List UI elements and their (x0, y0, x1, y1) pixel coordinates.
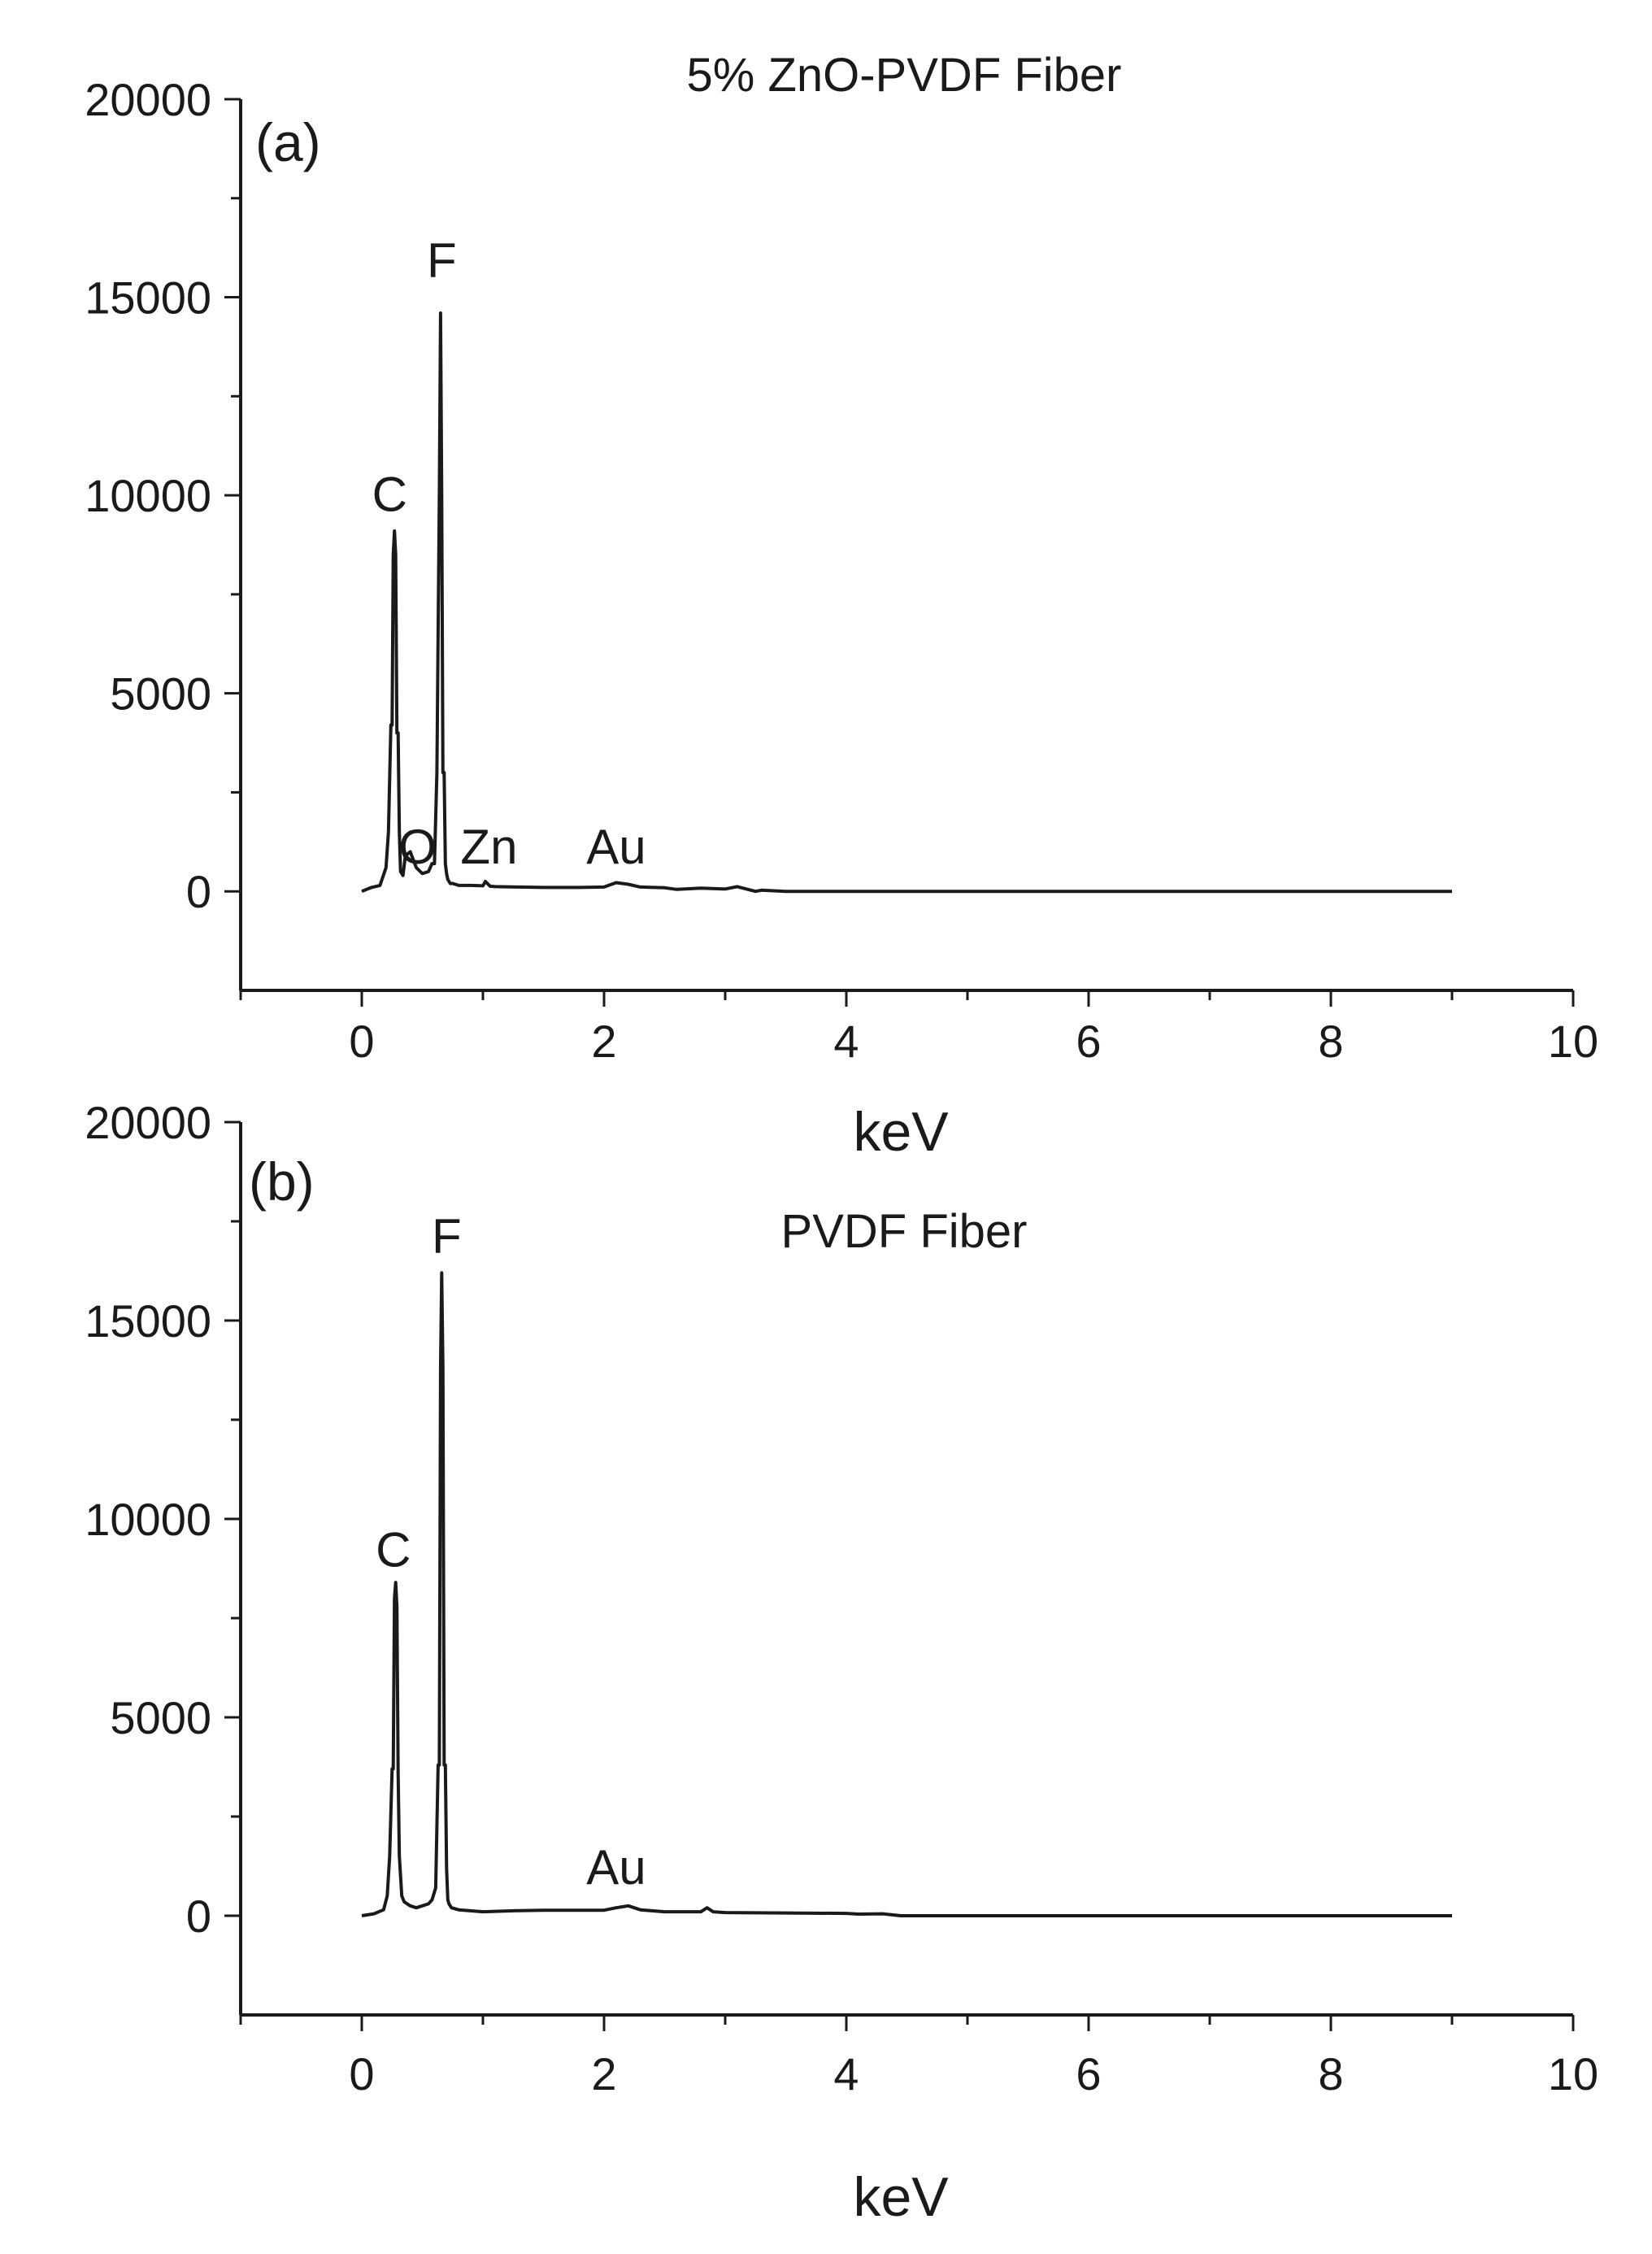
peak-label-zn: Zn (460, 820, 517, 874)
x-tick-label: 2 (591, 2048, 616, 2100)
y-tick-label: 20000 (85, 1097, 211, 1148)
y-tick-label: 5000 (110, 1692, 211, 1743)
x-axis-label: keV (853, 2166, 949, 2228)
spectrum-line (361, 1271, 1452, 1917)
x-axis-label: keV (853, 1101, 949, 1163)
x-tick-label: 8 (1318, 2048, 1343, 2100)
y-tick-label: 10000 (85, 1494, 211, 1545)
spectrum-line (361, 311, 1452, 894)
y-tick-label: 15000 (85, 1295, 211, 1347)
x-tick-label: 2 (591, 1016, 616, 1067)
panel-label: (a) (255, 112, 321, 172)
chart-title: PVDF Fiber (781, 1205, 1028, 1258)
x-tick-label: 10 (1548, 2048, 1598, 2100)
x-tick-label: 6 (1076, 1016, 1101, 1067)
peak-label-f: F (427, 233, 457, 288)
x-tick-label: 8 (1318, 1016, 1343, 1067)
peak-label-c: C (372, 468, 407, 522)
x-tick-label: 0 (349, 2048, 374, 2100)
y-tick-label: 15000 (85, 272, 211, 324)
x-tick-label: 10 (1548, 1016, 1598, 1067)
x-tick-label: 4 (833, 1016, 859, 1067)
y-tick-label: 0 (186, 866, 211, 917)
peak-label-o: O (398, 820, 437, 874)
peak-label-au: Au (586, 820, 646, 874)
peak-label-c: C (376, 1523, 411, 1577)
chart-title: 5% ZnO-PVDF Fiber (687, 49, 1122, 102)
x-tick-label: 4 (833, 2048, 859, 2100)
peak-label-au: Au (586, 1840, 646, 1895)
peak-label-f: F (432, 1209, 462, 1264)
chart-panel-a: 20000 15000 10000 5000 0 0 2 4 6 8 10 keV 5% ZnO-PVD… (85, 49, 1598, 1163)
y-tick-label: 10000 (85, 470, 211, 521)
panel-label: (b) (249, 1151, 315, 1212)
y-tick-label: 20000 (85, 74, 211, 125)
chart-panel-b: 20000 15000 10000 5000 0 0 2 4 6 8 10 keV PVDF Fiber… (85, 1097, 1598, 2228)
x-tick-label: 6 (1076, 2048, 1101, 2100)
y-tick-label: 0 (186, 1891, 211, 1942)
x-tick-label: 0 (349, 1016, 374, 1067)
y-tick-label: 5000 (110, 668, 211, 720)
